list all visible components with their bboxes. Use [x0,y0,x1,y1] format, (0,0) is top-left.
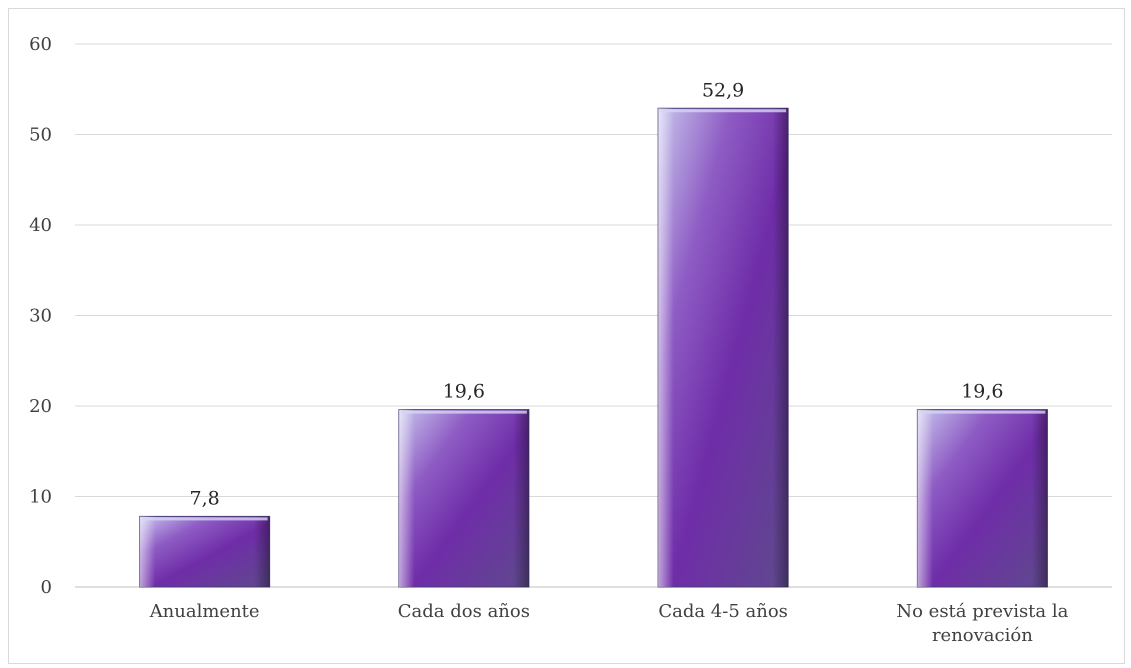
y-tick-label: 50 [29,125,52,146]
bar-top-highlight [400,410,527,414]
data-label: 52,9 [702,79,744,101]
bar-top-highlight [141,517,268,521]
bar-chart: 0 10 20 30 40 50 60 7,8 19,6 52,9 19,6 Anualmente… [29,34,1112,646]
bar-bevel [658,108,789,587]
y-tick-label: 10 [29,487,52,508]
bar [398,409,530,588]
y-tick-label: 20 [29,396,52,417]
category-labels: Anualmente Cada dos años Cada 4-5 años No e… [149,601,1069,646]
bar [657,107,789,588]
data-label: 7,8 [190,487,220,509]
x-category-label: Cada dos años [398,601,530,622]
x-category-label: Cada 4-5 años [658,601,788,622]
y-tick-label: 30 [29,306,52,327]
data-label: 19,6 [443,381,485,403]
bars [139,107,1048,588]
bar-bevel [139,516,270,587]
y-tick-label: 60 [29,34,52,55]
value-labels: 7,8 19,6 52,9 19,6 [190,79,1004,509]
y-tick-label: 0 [41,577,52,598]
data-label: 19,6 [961,381,1003,403]
y-axis-ticks: 0 10 20 30 40 50 60 [29,34,52,598]
gridlines [75,43,1112,588]
bar-top-highlight [919,410,1046,414]
bar-top-highlight [660,109,787,113]
chart-frame: 0 10 20 30 40 50 60 7,8 19,6 52,9 19,6 Anualmente… [8,8,1125,664]
x-category-label: Anualmente [149,601,260,622]
y-tick-label: 40 [29,215,52,236]
bar [139,515,271,588]
bar-bevel [398,409,529,587]
x-category-label: No está prevista la [896,601,1068,622]
x-category-label: renovación [932,625,1033,646]
bar [916,409,1048,588]
bar-bevel [917,409,1048,587]
